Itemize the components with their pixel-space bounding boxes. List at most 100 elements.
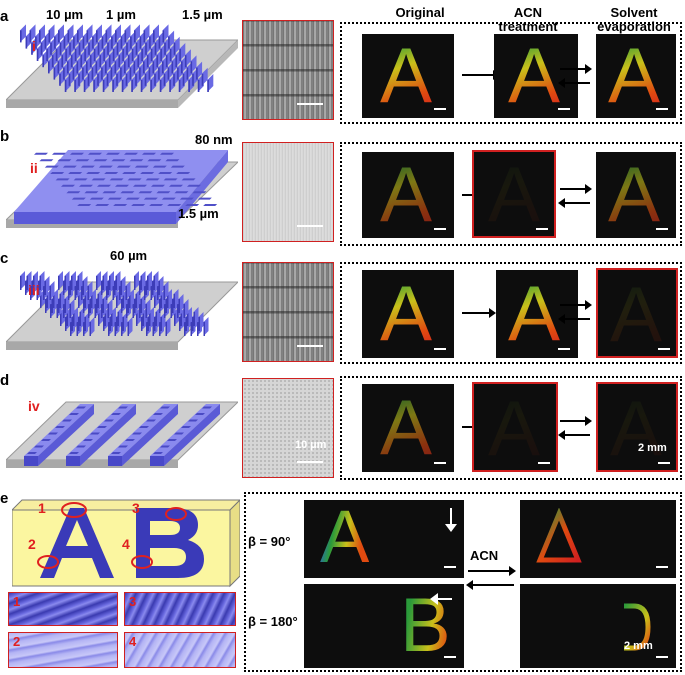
arrow-forward [468,566,516,576]
sem-image-iii [242,262,334,362]
letter-a: A [508,34,561,118]
photo-b-acn: A [472,150,556,238]
scale-bar [434,348,446,350]
scale-bar [434,108,446,110]
sem-image-i [242,20,334,120]
photo-scale-label: 2 mm [624,640,653,652]
letter-a: A [380,270,433,357]
photo-d-original: A [362,384,454,472]
arrow-backward [466,580,514,590]
letter-a: A [488,384,541,472]
photo-row-d [340,376,682,480]
letter-a: A [608,34,661,118]
scale-bar [434,228,446,230]
acn-label: ACN [470,548,499,563]
inset-label-3: 3 [129,594,137,609]
arrow-backward [558,430,590,440]
beta-180-label: β = 180° [248,614,298,629]
dim-1-5um-b: 1.5 µm [178,206,219,221]
marker-2: 2 [28,536,36,552]
arrow-right [462,308,496,318]
arrow-right [462,70,500,80]
inset-4: 4 [124,632,236,668]
panel-label-e: e [0,490,9,507]
photo-group-e [244,492,682,672]
scale-bar [434,462,446,464]
label-iii: iii [28,282,40,298]
label-i: i [32,38,36,54]
scale-bar [444,656,456,658]
dim-60um: 60 µm [110,248,148,263]
photo-c-solvent: A [596,268,678,358]
letter-a: A [320,500,370,578]
schematic-iv [6,401,238,468]
dim-80nm: 80 nm [195,132,233,147]
panel-label-b: b [0,128,10,145]
inset-label-1: 1 [13,594,21,609]
scale-bar [656,566,668,568]
photo-b-original: A [362,152,454,238]
panel-label-c: c [0,250,9,267]
scale-bar [656,656,668,658]
photo-a-solvent: A [596,34,676,118]
panel-label-a: a [0,8,9,25]
letter-a: A [508,270,561,357]
ab-structure-schematic [12,499,240,588]
marker-3: 3 [132,500,140,516]
photo-d-solvent: A 2 mm [596,382,678,472]
dim-10um: 10 µm [46,7,84,22]
inset-1: 1 [8,592,118,626]
letter-a-residue [536,508,582,563]
scale-bar [444,566,456,568]
scale-bar [658,462,670,464]
letter-a: A [608,152,661,238]
arrow-backward [558,198,590,208]
scale-bar [656,108,668,110]
letter-a: A [380,384,433,471]
photo-c-original: A [362,270,454,358]
scale-bar [536,228,548,230]
photo-d-acn: A [472,382,558,472]
scale-bar [538,462,550,464]
label-ii: ii [30,160,38,176]
scale-bar [297,103,323,105]
scale-bar [297,461,323,463]
arrow-forward [560,184,592,194]
inset-label-2: 2 [13,634,21,649]
inset-3: 3 [124,592,236,626]
photo-scale-label: 2 mm [638,442,667,454]
photo-row-c [340,262,682,364]
dim-1um: 1 µm [106,7,136,22]
inset-label-4: 4 [129,634,137,649]
arrow-backward [558,314,590,324]
photo-c-acn: A [496,270,578,358]
arrow-forward [560,64,592,74]
marker-1: 1 [38,500,46,516]
photo-row-a [340,22,682,124]
header-original: Original [395,5,445,20]
photo-b-solvent: A [596,152,676,238]
marker-4: 4 [122,536,130,552]
photo-e-acn-180: 2 mm [520,584,676,668]
letter-b: B [400,584,451,668]
letter-a: A [488,150,541,238]
dim-1-5um-a: 1.5 µm [182,7,223,22]
scale-bar [558,108,570,110]
letter-a: A [610,270,663,358]
photo-row-b [340,142,682,246]
letter-b-residue [624,603,651,651]
letter-a: A [380,152,433,238]
direction-arrow-down [450,508,452,526]
arrow-backward [558,78,590,88]
photo-a-acn: A [494,34,578,118]
scale-bar [658,348,670,350]
letter-a: A [380,34,433,118]
schematic-i [6,24,238,108]
label-iv: iv [28,398,40,414]
direction-arrow-left [436,598,452,600]
sem-image-iv: 10 µm [242,378,334,478]
inset-2: 2 [8,632,118,668]
sem-image-ii [242,142,334,242]
schematic-iii [6,271,238,350]
scale-bar [297,345,323,347]
